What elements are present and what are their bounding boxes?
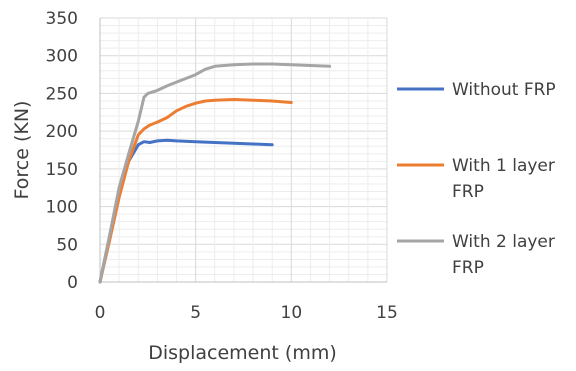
y-tick-label: 300: [46, 47, 78, 67]
legend-item-3: With 2 layer FRP: [397, 232, 555, 278]
y-tick-label: 100: [46, 198, 78, 218]
legend-item-2: With 1 layer FRP: [397, 156, 555, 202]
y-tick-label: 250: [46, 84, 78, 104]
series-line-3: [98, 62, 332, 284]
series-layer: [98, 62, 332, 284]
y-tick-label: 0: [67, 273, 78, 293]
legend-label: FRP: [452, 258, 484, 278]
legend: Without FRP With 1 layer FRP With 2 layer FR…: [397, 80, 556, 278]
x-tick-label: 10: [281, 303, 303, 323]
y-tick-label: 50: [56, 235, 78, 255]
legend-label: With 1 layer: [452, 156, 555, 176]
y-tick-label: 350: [46, 9, 78, 29]
x-tick-label: 0: [95, 303, 106, 323]
legend-item-1: Without FRP: [397, 80, 556, 100]
y-tick-label: 200: [46, 122, 78, 142]
grid-layer: [99, 17, 388, 283]
x-tick-label: 5: [190, 303, 201, 323]
axis-layer: [99, 18, 387, 283]
legend-label: Without FRP: [452, 80, 556, 100]
y-axis-title: Force (KN): [11, 101, 33, 200]
legend-label: FRP: [452, 182, 484, 202]
x-tick-label: 15: [376, 303, 398, 323]
series-line-2: [98, 98, 293, 284]
y-tick-label: 150: [46, 160, 78, 180]
legend-label: With 2 layer: [452, 232, 555, 252]
tick-label-layer: 0 50 100 150 200 250 300 350 0 5 10 15: [46, 9, 398, 323]
x-axis-title: Displacement (mm): [148, 342, 337, 364]
